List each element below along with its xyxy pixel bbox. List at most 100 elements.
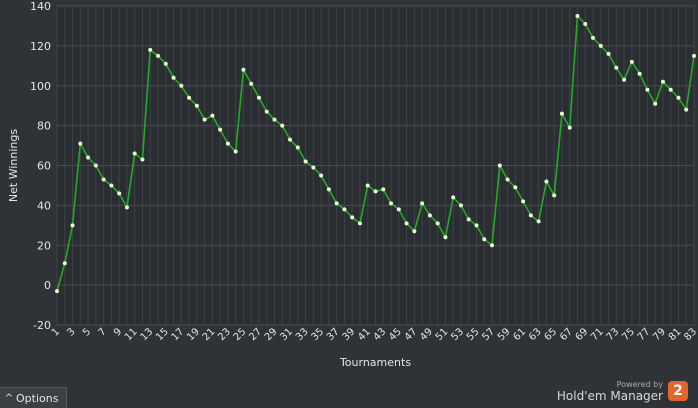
data-point <box>101 177 106 182</box>
x-tick-label: 13 <box>139 326 156 343</box>
data-point <box>365 183 370 188</box>
data-point <box>466 217 471 222</box>
data-point <box>373 189 378 194</box>
data-point <box>179 83 184 88</box>
x-tick-label: 67 <box>558 326 575 343</box>
data-point <box>622 77 627 82</box>
options-button[interactable]: ^ Options <box>0 387 67 408</box>
x-tick-label: 25 <box>232 326 249 343</box>
data-point <box>381 187 386 192</box>
data-point <box>536 219 541 224</box>
x-tick-label: 17 <box>170 326 187 343</box>
data-point <box>567 125 572 130</box>
x-tick-label: 3 <box>65 326 77 338</box>
data-point <box>559 111 564 116</box>
data-point <box>155 53 160 58</box>
data-point <box>490 243 495 248</box>
data-point <box>544 179 549 184</box>
x-tick-label: 29 <box>263 326 280 343</box>
data-point <box>148 47 153 52</box>
data-point <box>311 165 316 170</box>
x-tick-label: 55 <box>465 326 482 343</box>
y-tick-label: 100 <box>30 80 51 93</box>
data-point <box>132 151 137 156</box>
data-point <box>389 201 394 206</box>
y-tick-label: 120 <box>30 40 51 53</box>
y-tick-label: 0 <box>44 279 51 292</box>
data-point <box>350 215 355 220</box>
x-tick-label: 19 <box>185 326 202 343</box>
data-point <box>443 235 448 240</box>
powered-by-text: Powered by <box>616 379 663 389</box>
data-point <box>163 61 168 66</box>
data-point <box>233 149 238 154</box>
x-tick-label: 65 <box>543 326 560 343</box>
data-point <box>645 87 650 92</box>
data-point <box>218 127 223 132</box>
data-point <box>272 117 277 122</box>
x-tick-label: 37 <box>325 326 342 343</box>
data-point <box>552 193 557 198</box>
data-point <box>334 201 339 206</box>
x-tick-label: 47 <box>403 326 420 343</box>
data-point <box>660 79 665 84</box>
data-point <box>598 43 603 48</box>
x-tick-label: 21 <box>201 326 218 343</box>
grid-lines <box>56 5 695 326</box>
data-point <box>614 65 619 70</box>
data-point <box>653 101 658 106</box>
data-point <box>451 195 456 200</box>
x-tick-label: 61 <box>511 326 528 343</box>
x-tick-label: 59 <box>496 326 513 343</box>
x-tick-label: 79 <box>651 326 668 343</box>
data-point <box>497 163 502 168</box>
x-tick-label: 7 <box>96 326 108 338</box>
data-point <box>256 95 261 100</box>
data-point <box>140 157 145 162</box>
data-point <box>474 223 479 228</box>
product-name: Hold'em Manager <box>556 388 663 403</box>
data-point <box>637 71 642 76</box>
data-point <box>326 187 331 192</box>
options-label: Options <box>16 391 59 405</box>
data-point <box>505 177 510 182</box>
x-tick-label: 53 <box>449 326 466 343</box>
data-point <box>528 213 533 218</box>
x-tick-label: 23 <box>216 326 233 343</box>
data-point <box>288 137 293 142</box>
data-point <box>210 113 215 118</box>
y-axis-label: Net Winnings <box>7 129 20 202</box>
data-point <box>482 237 487 242</box>
data-point <box>241 67 246 72</box>
x-tick-label: 33 <box>294 326 311 343</box>
data-point <box>93 163 98 168</box>
x-tick-label: 43 <box>372 326 389 343</box>
x-axis-label: Tournaments <box>339 356 411 369</box>
y-tick-label: 40 <box>37 199 51 212</box>
data-point <box>342 207 347 212</box>
x-tick-label: 71 <box>589 326 606 343</box>
x-tick-label: 75 <box>620 326 637 343</box>
data-points <box>55 13 696 294</box>
y-axis-ticks: -20 0 20 40 60 80 100 120 140 <box>30 0 51 332</box>
data-point <box>70 223 75 228</box>
data-point <box>62 261 67 266</box>
x-tick-label: 41 <box>356 326 373 343</box>
y-tick-label: 140 <box>30 0 51 13</box>
branding: Powered by Hold'em Manager 2 <box>557 378 688 404</box>
data-point <box>109 183 114 188</box>
data-point <box>124 205 129 210</box>
x-tick-label: 77 <box>636 326 653 343</box>
data-point <box>264 109 269 114</box>
data-point <box>606 51 611 56</box>
x-tick-label: 31 <box>278 326 295 343</box>
x-tick-label: 81 <box>667 326 684 343</box>
x-tick-label: 1 <box>50 326 62 338</box>
x-tick-label: 15 <box>154 326 171 343</box>
data-point <box>684 107 689 112</box>
data-point <box>427 213 432 218</box>
x-tick-label: 49 <box>418 326 435 343</box>
x-tick-label: 83 <box>682 326 698 343</box>
data-point <box>420 201 425 206</box>
